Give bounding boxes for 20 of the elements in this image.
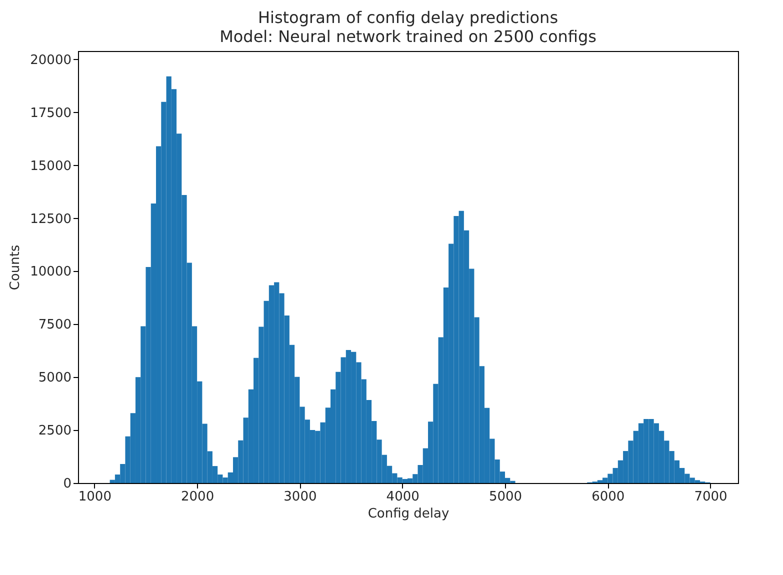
x-tick-label: 3000 — [284, 490, 317, 504]
y-tick-label: 12500 — [30, 212, 72, 227]
x-tick-label: 4000 — [386, 490, 420, 504]
y-tick-label: 0 — [63, 476, 72, 492]
chart-title: Histogram of config delay predictions — [258, 8, 558, 27]
x-tick-label: 2000 — [181, 490, 214, 504]
y-axis-title: Counts — [8, 244, 24, 290]
chart-subtitle: Model: Neural network trained on 2500 configs — [220, 27, 596, 46]
x-tick-label: 7000 — [694, 490, 728, 504]
y-tick-label: 20000 — [30, 52, 72, 68]
y-tick-label: 2500 — [38, 424, 72, 439]
y-tick-label: 10000 — [30, 264, 72, 280]
x-axis-title: Config delay — [368, 506, 450, 522]
x-tick-label: 6000 — [592, 490, 625, 504]
x-tick-label: 5000 — [488, 490, 522, 504]
y-tick-label: 15000 — [30, 158, 72, 174]
y-tick-label: 7500 — [38, 318, 72, 333]
x-tick-label: 1000 — [78, 490, 112, 504]
y-tick-label: 17500 — [30, 106, 72, 121]
y-tick-label: 5000 — [38, 370, 72, 386]
